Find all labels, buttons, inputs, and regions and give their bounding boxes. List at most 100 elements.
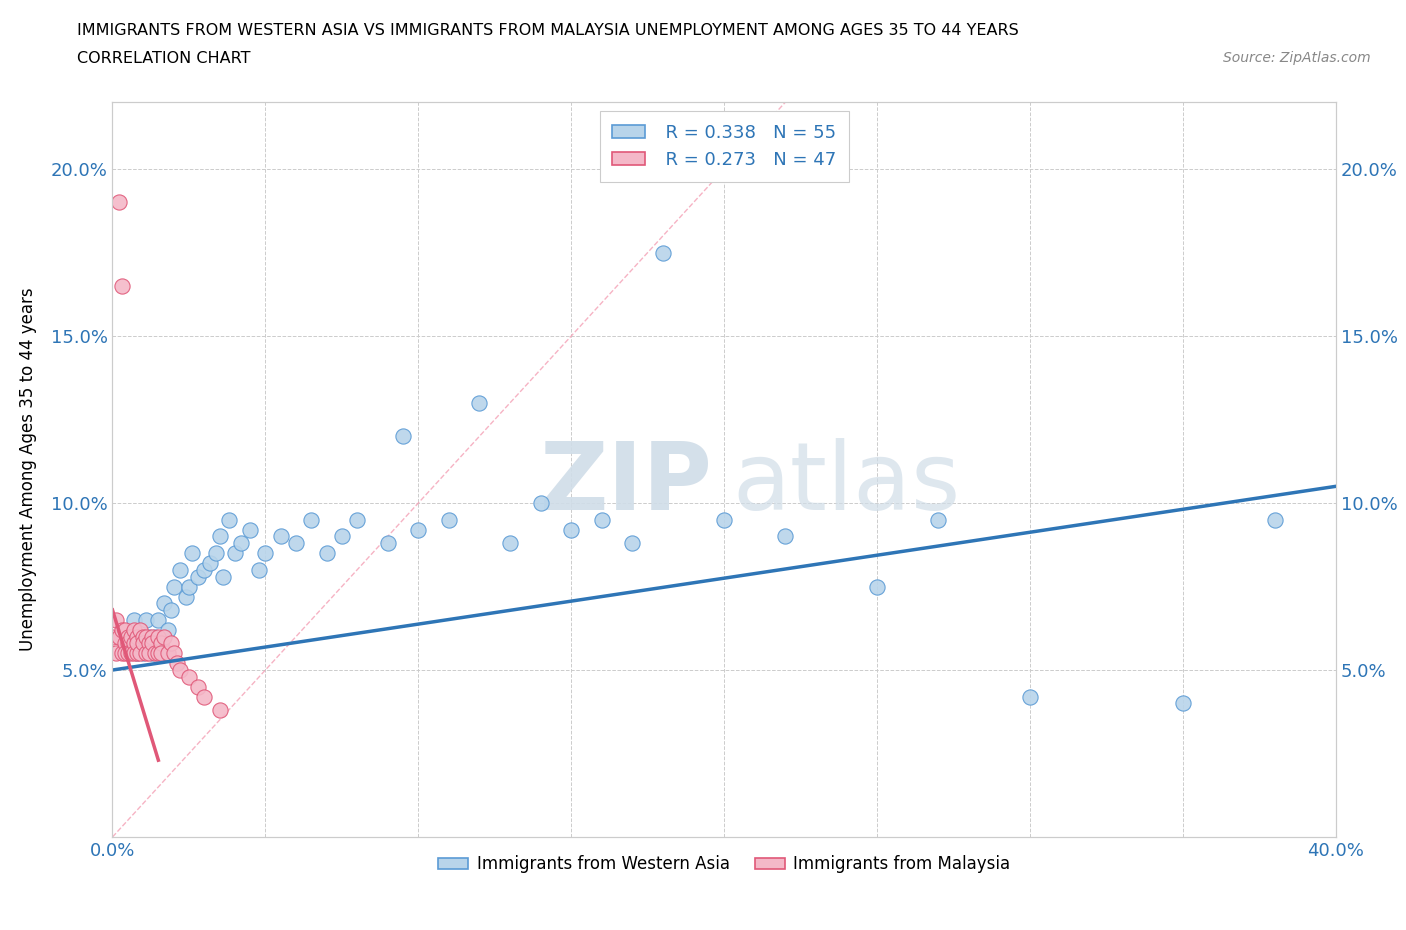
Point bbox=[193, 689, 215, 704]
Point bbox=[499, 536, 522, 551]
Point bbox=[270, 529, 292, 544]
Point bbox=[177, 670, 200, 684]
Point bbox=[125, 636, 148, 651]
Y-axis label: Unemployment Among Ages 35 to 44 years: Unemployment Among Ages 35 to 44 years bbox=[18, 288, 37, 651]
Point bbox=[330, 529, 353, 544]
Point bbox=[208, 703, 231, 718]
Point bbox=[148, 613, 170, 628]
Point bbox=[187, 569, 209, 584]
Point bbox=[284, 536, 308, 551]
Point bbox=[159, 603, 181, 618]
Point bbox=[1018, 689, 1040, 704]
Point bbox=[141, 646, 163, 661]
Point bbox=[218, 512, 240, 527]
Point bbox=[927, 512, 949, 527]
Point bbox=[177, 579, 200, 594]
Point bbox=[122, 636, 145, 651]
Point bbox=[174, 589, 197, 604]
Point bbox=[148, 630, 170, 644]
Point bbox=[138, 646, 160, 661]
Point bbox=[132, 630, 155, 644]
Point bbox=[208, 529, 231, 544]
Point bbox=[169, 563, 191, 578]
Point bbox=[392, 429, 415, 444]
Point bbox=[166, 656, 188, 671]
Point bbox=[104, 646, 127, 661]
Point bbox=[122, 622, 145, 637]
Point bbox=[1171, 696, 1194, 711]
Point bbox=[437, 512, 460, 527]
Point bbox=[132, 636, 155, 651]
Point bbox=[163, 646, 186, 661]
Point bbox=[111, 646, 134, 661]
Text: IMMIGRANTS FROM WESTERN ASIA VS IMMIGRANTS FROM MALAYSIA UNEMPLOYMENT AMONG AGES: IMMIGRANTS FROM WESTERN ASIA VS IMMIGRAN… bbox=[77, 23, 1019, 38]
Point bbox=[114, 622, 136, 637]
Point bbox=[114, 646, 136, 661]
Point bbox=[156, 646, 179, 661]
Point bbox=[117, 636, 139, 651]
Point bbox=[153, 630, 176, 644]
Point bbox=[200, 556, 222, 571]
Point bbox=[111, 278, 134, 293]
Point bbox=[117, 630, 139, 644]
Point bbox=[107, 195, 129, 210]
Point bbox=[135, 646, 157, 661]
Point bbox=[1264, 512, 1286, 527]
Point bbox=[866, 579, 889, 594]
Point bbox=[621, 536, 644, 551]
Point bbox=[129, 622, 152, 637]
Point bbox=[125, 646, 148, 661]
Legend: Immigrants from Western Asia, Immigrants from Malaysia: Immigrants from Western Asia, Immigrants… bbox=[432, 849, 1017, 880]
Point bbox=[775, 529, 797, 544]
Point bbox=[211, 569, 233, 584]
Point bbox=[125, 630, 148, 644]
Point bbox=[315, 546, 337, 561]
Point bbox=[129, 630, 152, 644]
Point bbox=[120, 646, 142, 661]
Point bbox=[120, 630, 142, 644]
Point bbox=[135, 613, 157, 628]
Point bbox=[107, 630, 129, 644]
Point bbox=[114, 636, 136, 651]
Point bbox=[346, 512, 368, 527]
Point bbox=[132, 646, 155, 661]
Point bbox=[148, 646, 170, 661]
Point bbox=[143, 646, 166, 661]
Text: CORRELATION CHART: CORRELATION CHART bbox=[77, 51, 250, 66]
Point bbox=[247, 563, 270, 578]
Point bbox=[117, 646, 139, 661]
Point bbox=[141, 630, 163, 644]
Point bbox=[591, 512, 613, 527]
Point bbox=[104, 613, 127, 628]
Point bbox=[138, 630, 160, 644]
Point bbox=[156, 622, 179, 637]
Point bbox=[111, 622, 134, 637]
Point bbox=[229, 536, 252, 551]
Point bbox=[150, 636, 173, 651]
Point bbox=[125, 646, 148, 661]
Point bbox=[101, 630, 124, 644]
Text: ZIP: ZIP bbox=[540, 438, 713, 530]
Point bbox=[205, 546, 228, 561]
Point bbox=[163, 579, 186, 594]
Point bbox=[224, 546, 246, 561]
Point bbox=[530, 496, 553, 511]
Point bbox=[187, 679, 209, 694]
Point bbox=[713, 512, 735, 527]
Point bbox=[150, 646, 173, 661]
Point bbox=[129, 646, 152, 661]
Point bbox=[122, 646, 145, 661]
Point bbox=[408, 523, 430, 538]
Text: Source: ZipAtlas.com: Source: ZipAtlas.com bbox=[1223, 51, 1371, 65]
Point bbox=[150, 636, 173, 651]
Point bbox=[122, 613, 145, 628]
Point bbox=[169, 662, 191, 677]
Point bbox=[254, 546, 277, 561]
Point bbox=[652, 246, 675, 260]
Point bbox=[138, 636, 160, 651]
Point bbox=[159, 636, 181, 651]
Point bbox=[377, 536, 399, 551]
Point bbox=[143, 630, 166, 644]
Point bbox=[117, 630, 139, 644]
Point bbox=[468, 395, 491, 410]
